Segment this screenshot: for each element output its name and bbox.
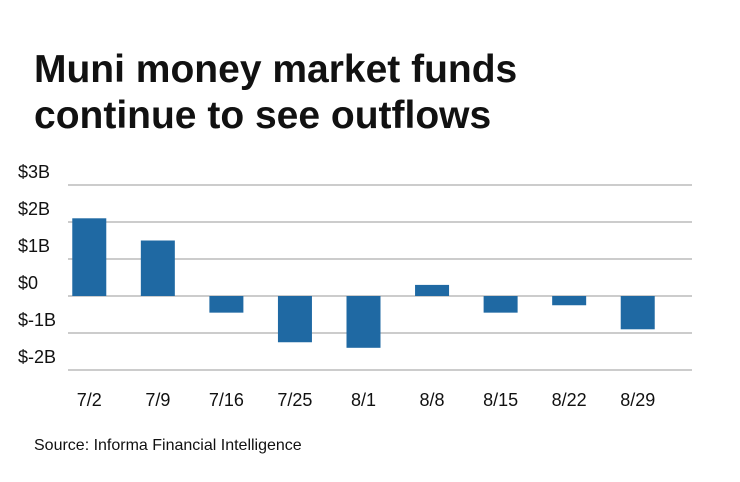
x-tick-label: 7/16 — [209, 390, 244, 410]
bar — [415, 284, 450, 296]
x-tick-label: 8/8 — [420, 390, 445, 410]
x-tick-label: 7/25 — [277, 390, 312, 410]
y-tick-label: $2B — [18, 199, 50, 219]
bar — [483, 296, 518, 313]
bar — [277, 296, 312, 343]
y-tick-label: $1B — [18, 236, 50, 256]
source-note: Source: Informa Financial Intelligence — [34, 437, 302, 454]
bar — [552, 296, 587, 306]
chart-title: continue to see outflows — [34, 94, 491, 137]
x-tick-label: 8/15 — [483, 390, 518, 410]
y-tick-label: $0 — [18, 273, 38, 293]
y-tick-label: $-1B — [18, 310, 56, 330]
bar — [620, 296, 655, 330]
y-tick-label: $-2B — [18, 347, 56, 367]
bar — [209, 296, 244, 313]
x-tick-label: 8/1 — [351, 390, 376, 410]
chart-title: Muni money market funds — [34, 48, 517, 91]
bar — [72, 218, 107, 296]
x-tick-label: 8/29 — [620, 390, 655, 410]
bar — [346, 296, 381, 348]
y-tick-label: $3B — [18, 162, 50, 182]
x-tick-label: 7/9 — [145, 390, 170, 410]
bar — [140, 240, 175, 296]
x-tick-label: 8/22 — [552, 390, 587, 410]
x-tick-label: 7/2 — [77, 390, 102, 410]
